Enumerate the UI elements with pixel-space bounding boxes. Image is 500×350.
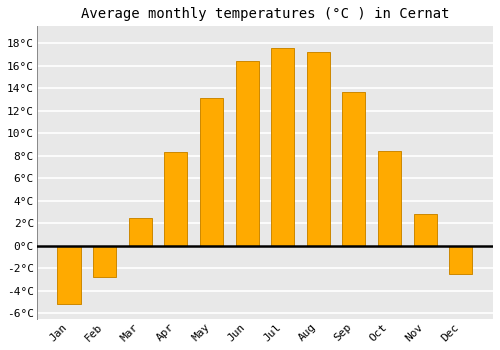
Bar	[58, 246, 80, 304]
Bar	[271, 48, 294, 246]
Bar	[306, 52, 330, 246]
Bar	[128, 218, 152, 246]
Bar	[164, 152, 188, 246]
Bar	[236, 61, 258, 246]
Bar	[93, 246, 116, 277]
Bar	[378, 151, 401, 246]
Title: Average monthly temperatures (°C ) in Cernat: Average monthly temperatures (°C ) in Ce…	[80, 7, 449, 21]
Bar	[200, 98, 223, 246]
Bar	[414, 214, 436, 246]
Bar	[449, 246, 472, 274]
Bar	[342, 92, 365, 246]
